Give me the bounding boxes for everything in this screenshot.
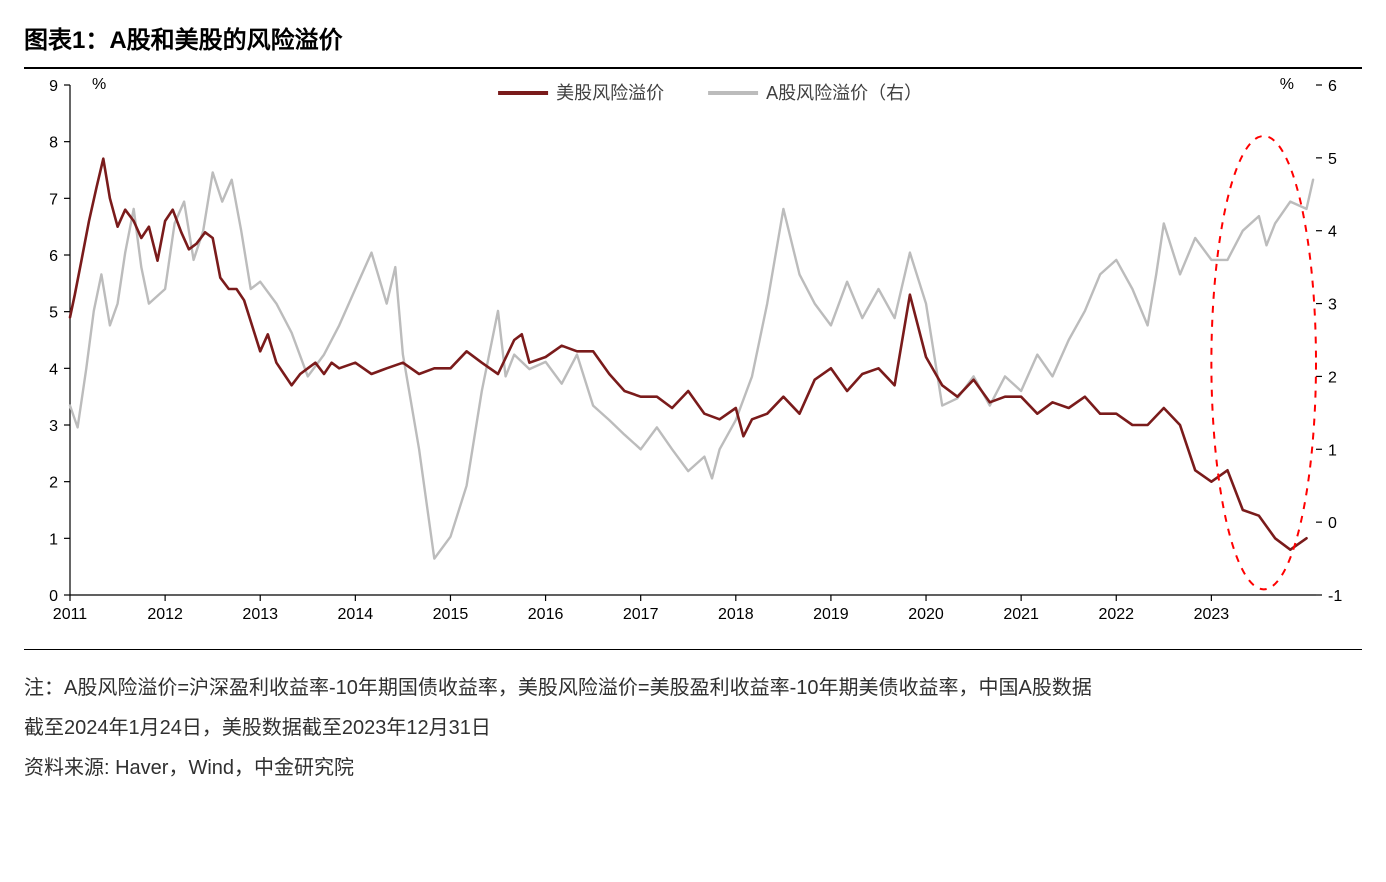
- chart-title: 图表1：A股和美股的风险溢价: [24, 20, 1362, 67]
- ytick-label-left: 6: [49, 248, 58, 265]
- series-a-shares: [70, 172, 1313, 558]
- axis-unit-left: %: [92, 76, 106, 93]
- ytick-label-left: 4: [49, 361, 58, 378]
- ytick-label-left: 9: [49, 78, 58, 95]
- ytick-label-right: 1: [1328, 442, 1337, 459]
- xtick-label: 2020: [908, 606, 944, 623]
- ytick-label-left: 0: [49, 588, 58, 605]
- xtick-label: 2015: [433, 606, 469, 623]
- chart-container: 0 1 2 3 4 5 6 7 8 9% -1 0 1 2 3 4 5 6% 2011 2012 2013 2014 201…: [24, 75, 1362, 635]
- ytick-label-right: 4: [1328, 224, 1337, 241]
- xtick-label: 2011: [53, 606, 88, 623]
- xtick-label: 2016: [528, 606, 564, 623]
- ytick-label-right: 2: [1328, 369, 1337, 386]
- ytick-label-left: 2: [49, 475, 58, 492]
- xtick-label: 2017: [623, 606, 659, 623]
- ytick-label-left: 7: [49, 191, 58, 208]
- series-us-stocks: [70, 159, 1307, 550]
- ytick-label-right: 0: [1328, 515, 1337, 532]
- xtick-label: 2012: [147, 606, 183, 623]
- xtick-label: 2023: [1194, 606, 1230, 623]
- ytick-label-right: -1: [1328, 588, 1342, 605]
- ytick-label-right: 3: [1328, 297, 1337, 314]
- ytick-label-left: 3: [49, 418, 58, 435]
- xtick-label: 2019: [813, 606, 849, 623]
- footnote-line-1: 注：A股风险溢价=沪深盈利收益率-10年期国债收益率，美股风险溢价=美股盈利收益…: [24, 668, 1362, 708]
- axis-unit-right: %: [1280, 76, 1294, 93]
- ytick-label-left: 1: [49, 531, 58, 548]
- footnote-line-3: 资料来源: Haver，Wind，中金研究院: [24, 748, 1362, 788]
- footnote-line-2: 截至2024年1月24日，美股数据截至2023年12月31日: [24, 708, 1362, 748]
- risk-premium-chart: 0 1 2 3 4 5 6 7 8 9% -1 0 1 2 3 4 5 6% 2011 2012 2013 2014 201…: [24, 75, 1362, 635]
- xtick-label: 2021: [1003, 606, 1039, 623]
- legend-label-cn: A股风险溢价（右）: [766, 83, 922, 103]
- xtick-label: 2022: [1098, 606, 1134, 623]
- ytick-label-right: 6: [1328, 78, 1337, 95]
- ytick-label-right: 5: [1328, 151, 1337, 168]
- xtick-label: 2018: [718, 606, 754, 623]
- xtick-label: 2013: [242, 606, 278, 623]
- ytick-label-left: 5: [49, 305, 58, 322]
- legend-label-us: 美股风险溢价: [556, 83, 664, 103]
- title-divider: [24, 67, 1362, 69]
- footer-divider: [24, 649, 1362, 650]
- ytick-label-left: 8: [49, 135, 58, 152]
- footnote-block: 注：A股风险溢价=沪深盈利收益率-10年期国债收益率，美股风险溢价=美股盈利收益…: [24, 668, 1362, 788]
- xtick-label: 2014: [338, 606, 374, 623]
